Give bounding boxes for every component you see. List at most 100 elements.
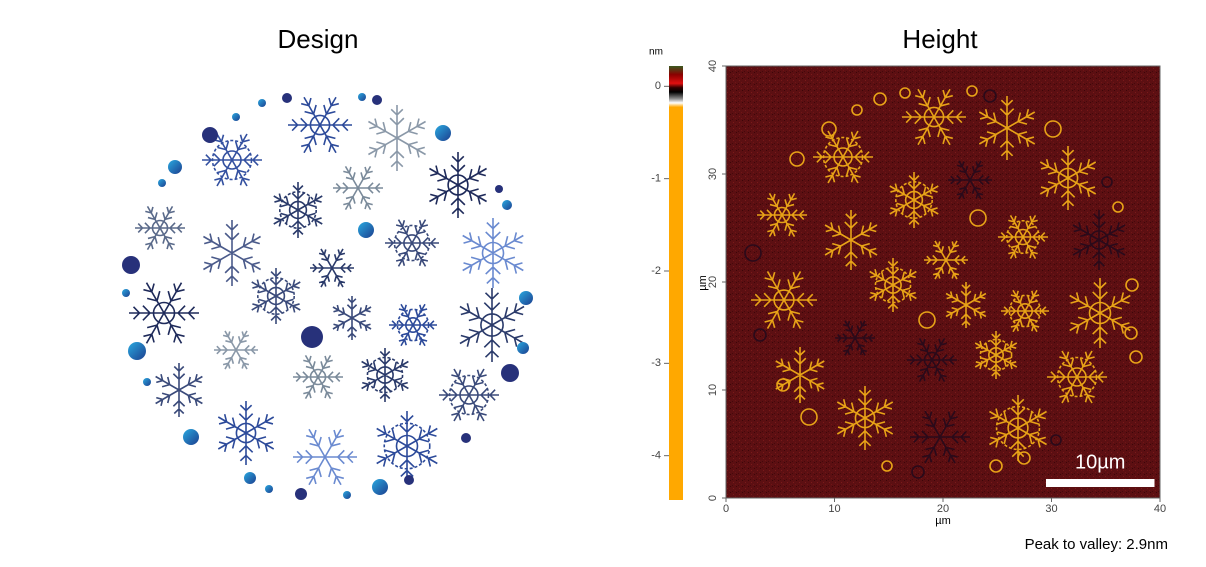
snowflake-arms xyxy=(429,152,487,218)
snowflake xyxy=(368,105,426,171)
dot xyxy=(282,93,292,103)
snowflake xyxy=(459,288,525,362)
snowflake-core xyxy=(235,422,257,444)
scale-bar-label: 10µm xyxy=(1075,451,1125,473)
snowflake-ring xyxy=(979,338,1013,372)
colorbar-unit: nm xyxy=(649,47,663,58)
snowflake-arms xyxy=(293,354,343,400)
snowflake-arms xyxy=(889,172,939,228)
snowflake xyxy=(155,363,203,417)
snowflake-arms xyxy=(751,271,817,329)
snowflake-arms xyxy=(439,368,499,422)
snowflake-arms xyxy=(251,268,301,324)
snowflake-ring xyxy=(874,266,912,304)
snowflake xyxy=(978,96,1036,160)
snowflake xyxy=(989,395,1047,461)
colorbar-tick-label: 0 xyxy=(655,80,661,92)
snowflake-arms xyxy=(203,220,261,286)
dot xyxy=(519,291,533,305)
dot xyxy=(495,185,503,193)
snowflake-arms xyxy=(902,88,966,146)
snowflake xyxy=(217,401,275,465)
ring xyxy=(789,151,805,167)
snowflake xyxy=(310,248,354,288)
snowflake-arms xyxy=(135,205,185,251)
y-axis-label: µm xyxy=(697,275,709,291)
ring xyxy=(1129,350,1143,364)
snowflake-arms xyxy=(836,386,894,450)
snowflake-core xyxy=(1057,167,1079,189)
afm-image xyxy=(726,66,1160,498)
snowflake-ring xyxy=(393,224,431,262)
snowflake-arms xyxy=(989,395,1047,461)
ring xyxy=(821,121,837,137)
ring xyxy=(753,328,767,342)
dot xyxy=(358,222,374,238)
snowflake xyxy=(836,386,894,450)
dot xyxy=(168,160,182,174)
dot xyxy=(501,364,519,382)
snowflake-ring xyxy=(396,308,430,342)
snowflake-core xyxy=(376,366,394,384)
snowflake-ring xyxy=(1005,219,1041,255)
dot xyxy=(404,475,414,485)
snowflake-core xyxy=(447,174,469,196)
snowflake-core xyxy=(1088,301,1112,325)
dot xyxy=(265,485,273,493)
snowflake-arms xyxy=(1047,350,1107,404)
snowflake-arms xyxy=(1072,210,1126,270)
snowflake xyxy=(757,192,807,238)
snowflake-arms xyxy=(757,192,807,238)
colorbar-tick-label: -4 xyxy=(651,450,661,462)
snowflake-arms xyxy=(202,133,262,187)
snowflake-arms xyxy=(310,248,354,288)
snowflake-core xyxy=(1007,417,1029,439)
dot xyxy=(517,342,529,354)
snowflake xyxy=(889,172,939,228)
snowflake-arms xyxy=(869,258,917,312)
snowflake-core xyxy=(266,286,286,306)
ring xyxy=(1044,120,1062,138)
snowflake-core xyxy=(1089,230,1109,250)
ring xyxy=(1125,278,1139,292)
snowflake xyxy=(129,282,199,344)
snowflake xyxy=(333,165,383,211)
snowflake xyxy=(824,210,878,270)
panel-title: Height xyxy=(902,24,978,54)
y-tick-label: 10 xyxy=(707,384,719,396)
snowflake xyxy=(332,296,372,340)
ring xyxy=(776,378,790,392)
x-tick-label: 20 xyxy=(937,503,949,515)
y-tick-label: 0 xyxy=(707,495,719,501)
snowflake xyxy=(945,282,987,328)
colorbar-tick-label: -2 xyxy=(651,265,661,277)
snowflake xyxy=(948,160,992,200)
colorbar-tick-label: -1 xyxy=(651,173,661,185)
ring xyxy=(873,92,887,106)
snowflake-ring xyxy=(256,276,296,316)
dot xyxy=(128,342,146,360)
snowflake-core xyxy=(459,385,479,405)
ring xyxy=(989,459,1003,473)
snowflake-arms xyxy=(835,320,875,356)
dot xyxy=(202,127,218,143)
dot xyxy=(461,433,471,443)
snowflake-ring xyxy=(995,405,1041,451)
snowflake-arms xyxy=(376,411,438,481)
snowflake-arms xyxy=(333,165,383,211)
snowflake xyxy=(924,240,968,280)
ring xyxy=(911,465,925,479)
x-tick-label: 40 xyxy=(1154,503,1166,515)
ring xyxy=(1101,176,1113,188)
snowflake-core xyxy=(854,407,876,429)
snowflake-ring xyxy=(383,422,431,470)
snowflake-arms xyxy=(978,96,1036,160)
snowflake xyxy=(385,219,439,267)
dot xyxy=(372,479,388,495)
snowflake xyxy=(907,337,957,383)
snowflake-arms xyxy=(389,303,437,347)
x-tick-label: 30 xyxy=(1045,503,1057,515)
snowflake-arms xyxy=(155,363,203,417)
snowflake xyxy=(376,411,438,481)
snowflake xyxy=(361,348,409,402)
